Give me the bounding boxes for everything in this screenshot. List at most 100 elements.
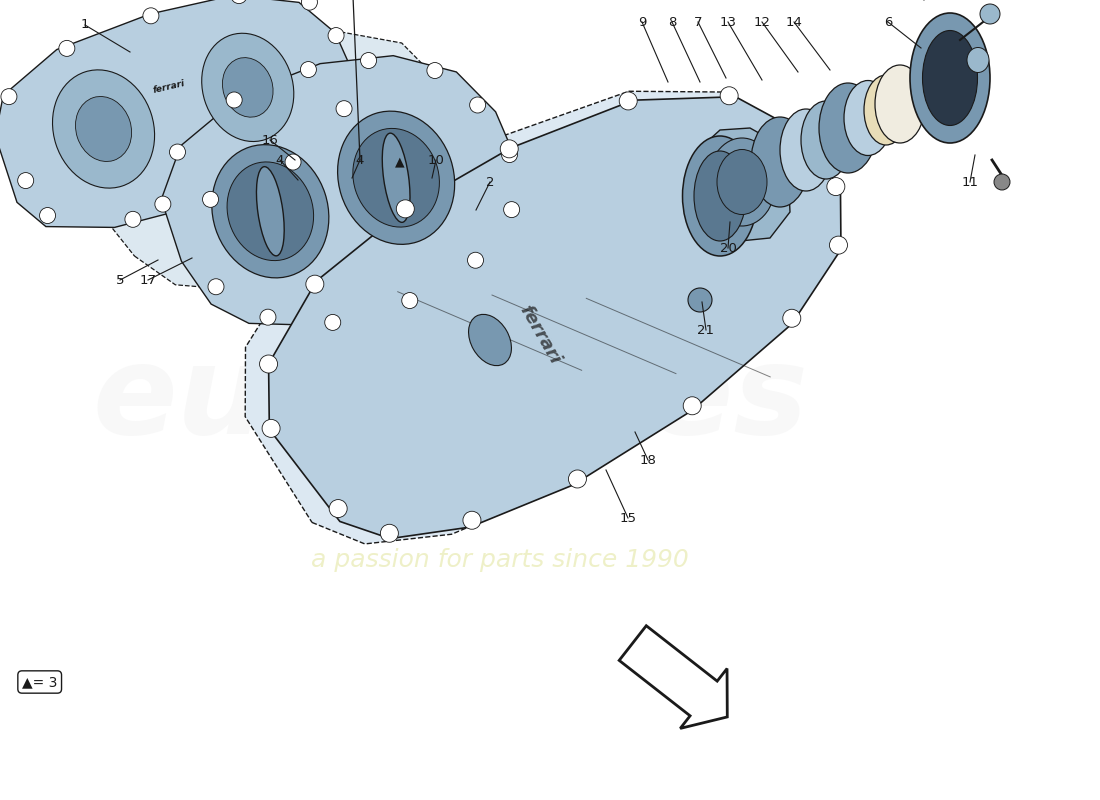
Circle shape [155, 196, 170, 212]
Polygon shape [268, 97, 842, 538]
Text: 16: 16 [262, 134, 278, 146]
Ellipse shape [201, 34, 294, 142]
Circle shape [827, 178, 845, 195]
Text: ▲= 3: ▲= 3 [22, 675, 57, 689]
Circle shape [427, 62, 443, 78]
Circle shape [785, 121, 804, 138]
Text: 20: 20 [719, 242, 736, 254]
Text: 5: 5 [116, 274, 124, 286]
Text: 2: 2 [486, 175, 494, 189]
Circle shape [619, 92, 637, 110]
Text: ferrari: ferrari [152, 78, 186, 95]
Circle shape [470, 97, 485, 113]
Polygon shape [92, 30, 463, 290]
Text: 15: 15 [619, 511, 637, 525]
Ellipse shape [383, 133, 410, 222]
Ellipse shape [708, 138, 775, 226]
Circle shape [18, 173, 34, 189]
Text: 4: 4 [355, 154, 364, 166]
Circle shape [783, 310, 801, 327]
Polygon shape [692, 128, 790, 242]
Circle shape [980, 4, 1000, 24]
Circle shape [504, 202, 519, 218]
Circle shape [231, 0, 248, 4]
Polygon shape [162, 56, 517, 326]
Text: 11: 11 [961, 175, 979, 189]
Circle shape [324, 314, 341, 330]
Circle shape [502, 146, 517, 162]
Text: 13: 13 [719, 15, 737, 29]
Ellipse shape [682, 136, 758, 256]
Text: 7: 7 [694, 15, 702, 29]
Circle shape [1, 89, 16, 105]
Text: ▲: ▲ [395, 155, 405, 169]
Circle shape [301, 0, 318, 10]
Circle shape [720, 86, 738, 105]
Circle shape [381, 524, 398, 542]
Ellipse shape [353, 129, 439, 227]
Circle shape [361, 53, 376, 69]
Circle shape [463, 511, 481, 530]
Text: 14: 14 [785, 15, 802, 29]
Circle shape [829, 236, 847, 254]
Circle shape [262, 419, 280, 438]
Text: 18: 18 [639, 454, 657, 466]
Circle shape [683, 397, 701, 414]
Circle shape [285, 154, 301, 170]
Circle shape [688, 288, 712, 312]
Ellipse shape [874, 65, 925, 143]
Circle shape [208, 278, 224, 294]
Ellipse shape [227, 162, 314, 261]
Ellipse shape [53, 70, 155, 188]
Ellipse shape [469, 314, 512, 366]
Text: 12: 12 [754, 15, 770, 29]
Circle shape [569, 470, 586, 488]
Text: 17: 17 [140, 274, 156, 286]
Circle shape [402, 293, 418, 309]
Ellipse shape [844, 81, 892, 155]
Ellipse shape [864, 75, 907, 145]
Ellipse shape [212, 145, 329, 278]
Polygon shape [245, 91, 832, 544]
Circle shape [143, 8, 158, 24]
Circle shape [260, 309, 276, 325]
Circle shape [306, 275, 323, 293]
Text: 4: 4 [276, 154, 284, 166]
Polygon shape [726, 200, 755, 230]
Ellipse shape [222, 58, 273, 117]
Circle shape [336, 101, 352, 117]
Circle shape [329, 499, 348, 518]
Circle shape [468, 252, 484, 268]
Ellipse shape [801, 101, 851, 179]
Text: 9: 9 [638, 15, 646, 29]
Circle shape [169, 144, 186, 160]
Ellipse shape [717, 150, 767, 214]
Ellipse shape [751, 117, 808, 207]
Ellipse shape [820, 83, 877, 173]
Ellipse shape [694, 151, 746, 241]
Ellipse shape [923, 30, 978, 126]
Circle shape [260, 355, 277, 373]
Circle shape [300, 62, 317, 78]
Ellipse shape [338, 111, 454, 244]
Circle shape [58, 40, 75, 56]
Text: 10: 10 [428, 154, 444, 166]
Ellipse shape [910, 13, 990, 143]
Ellipse shape [256, 166, 284, 256]
Circle shape [994, 174, 1010, 190]
Circle shape [227, 92, 242, 108]
Text: a passion for parts since 1990: a passion for parts since 1990 [311, 548, 689, 572]
Circle shape [40, 207, 56, 223]
Polygon shape [619, 626, 727, 729]
Circle shape [396, 200, 415, 218]
Circle shape [500, 140, 518, 158]
Text: 8: 8 [668, 15, 676, 29]
Circle shape [202, 191, 219, 207]
Text: 6: 6 [883, 15, 892, 29]
Text: ferrari: ferrari [516, 302, 564, 368]
Ellipse shape [780, 109, 832, 191]
Text: europares: europares [92, 339, 807, 461]
Circle shape [328, 27, 344, 43]
Text: 21: 21 [697, 323, 715, 337]
Polygon shape [0, 0, 354, 227]
